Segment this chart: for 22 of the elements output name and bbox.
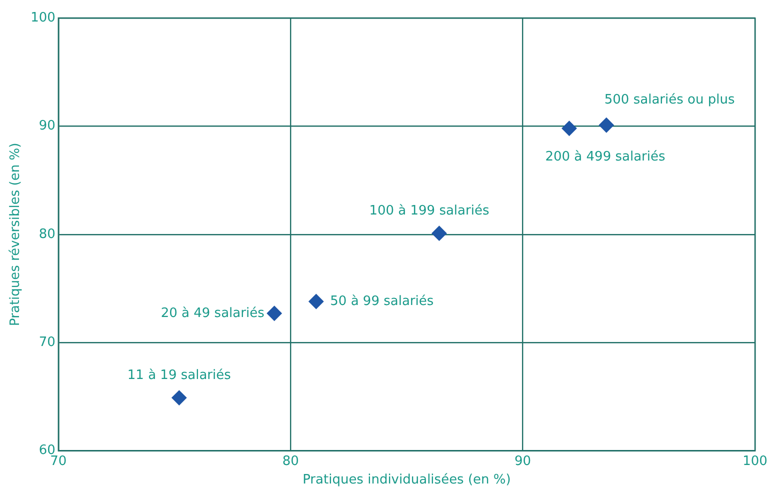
annotation: 11 à 19 salariés [127, 368, 232, 384]
y-tick-label: 70 [38, 334, 56, 350]
y-tick-label: 90 [38, 118, 56, 134]
point [562, 120, 577, 136]
x-tick-label: 80 [282, 454, 299, 469]
y-tick-label: 100 [30, 10, 56, 26]
x-axis-title: Pratiques individualisées (en %) [302, 472, 511, 488]
annotation: 200 à 499 salariés [545, 150, 666, 165]
point [598, 118, 614, 133]
x-tick-label: 90 [514, 454, 532, 469]
annotation: 50 à 99 salariés [330, 294, 434, 309]
point [266, 306, 282, 321]
point [172, 390, 187, 406]
x-tick-label: 70 [50, 454, 67, 469]
point [432, 226, 447, 241]
annotation: 100 à 199 salariés [369, 204, 490, 219]
y-tick-label: 80 [38, 226, 56, 242]
x-tick-label: 100 [742, 454, 768, 469]
annotation: 20 à 49 salariés [160, 306, 265, 321]
y-axis-title: Pratiques réversibles (en %) [8, 142, 24, 326]
annotation: 500 salariés ou plus [604, 92, 735, 108]
point [308, 294, 324, 309]
